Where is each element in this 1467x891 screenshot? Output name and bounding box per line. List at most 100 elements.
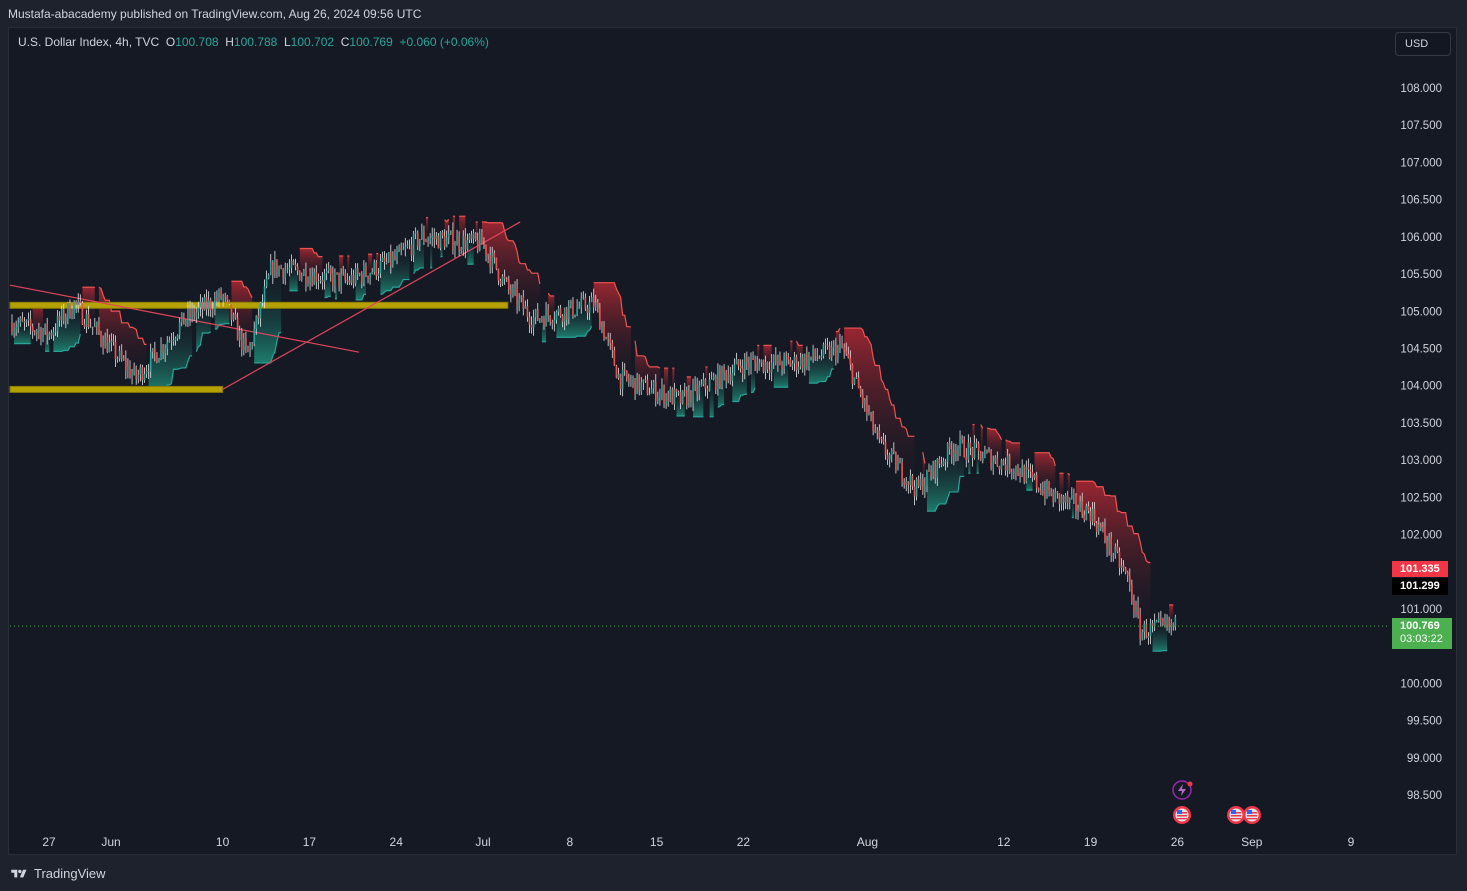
candle — [214, 291, 216, 316]
symbol-title[interactable]: U.S. Dollar Index, 4h, TVC — [18, 35, 160, 49]
candle-body — [588, 302, 591, 313]
time-tick-label: 27 — [42, 835, 56, 849]
candle — [924, 477, 926, 498]
candle — [876, 426, 879, 440]
support-zone — [9, 385, 224, 393]
candle-body — [524, 306, 527, 309]
candle-body — [621, 369, 624, 389]
flash-event-icon[interactable] — [1172, 780, 1193, 800]
us-flag-event-icon[interactable] — [1173, 806, 1191, 824]
candle-body — [203, 297, 206, 310]
bullish-cloud — [926, 438, 965, 512]
candle-body — [994, 457, 997, 462]
candle — [497, 268, 500, 286]
candle-body — [133, 366, 135, 374]
candle — [102, 335, 104, 355]
candle — [336, 272, 338, 275]
candle-body — [464, 236, 467, 250]
candle — [886, 449, 889, 465]
us-flag-event-icon[interactable] — [1243, 806, 1261, 824]
candle — [218, 288, 220, 308]
candle — [729, 367, 732, 385]
candle — [824, 338, 827, 354]
candle — [176, 334, 179, 341]
candle — [994, 455, 997, 465]
candle — [1149, 618, 1152, 645]
footer: TradingView — [10, 866, 106, 881]
candle — [799, 352, 802, 370]
candle-body — [982, 457, 984, 461]
candle-body — [1155, 620, 1158, 622]
candle — [201, 297, 204, 319]
tradingview-logo-icon[interactable] — [10, 868, 28, 880]
candle — [841, 335, 843, 349]
time-tick-label: 12 — [997, 835, 1011, 849]
candle — [129, 360, 131, 379]
bearish-cloud — [796, 341, 803, 371]
candle — [65, 313, 67, 329]
candle — [1100, 522, 1102, 531]
candle-body — [603, 325, 605, 340]
candle-body — [847, 353, 850, 358]
candle-body — [508, 279, 510, 290]
currency-button[interactable]: USD — [1395, 32, 1451, 56]
candle — [739, 359, 742, 373]
candle — [1139, 607, 1141, 646]
candle — [785, 351, 787, 366]
candle — [973, 435, 976, 460]
candle-body — [926, 469, 928, 486]
publisher-line: Mustafa-abacademy published on TradingVi… — [8, 7, 422, 21]
candle — [648, 387, 651, 396]
trend-band-line — [1005, 439, 1021, 444]
candle-body — [671, 389, 674, 405]
candle — [1155, 619, 1158, 623]
candle-body — [400, 247, 402, 250]
candle — [760, 359, 763, 367]
trend-band-line — [835, 327, 841, 333]
candle — [832, 340, 835, 356]
candle-body — [108, 342, 111, 353]
candle — [828, 341, 831, 360]
chart-frame[interactable] — [8, 27, 1457, 855]
candle-body — [712, 376, 715, 379]
candle — [390, 244, 392, 274]
candle — [1046, 479, 1048, 499]
candle-body — [214, 298, 216, 311]
candle — [247, 345, 249, 353]
trend-band-line — [717, 403, 725, 408]
candle — [638, 374, 641, 396]
candle-body — [1157, 618, 1160, 621]
candle-body — [29, 318, 32, 327]
candle — [62, 303, 65, 325]
candle — [427, 236, 429, 247]
candle-body — [102, 342, 104, 349]
candle — [127, 358, 129, 379]
candle-body — [590, 297, 593, 303]
candle — [837, 344, 839, 364]
candle — [706, 385, 709, 399]
candle-body — [410, 244, 413, 256]
us-flag-event-icon[interactable] — [1227, 806, 1245, 824]
candle — [992, 455, 994, 475]
candle — [1089, 507, 1092, 530]
candle-body — [1066, 495, 1069, 504]
candle-body — [957, 448, 959, 455]
candle — [702, 372, 705, 387]
candle — [226, 294, 229, 303]
candle-body — [611, 343, 614, 350]
candle — [166, 336, 169, 356]
candle-body — [795, 356, 798, 371]
candle — [13, 322, 15, 338]
candle — [377, 268, 380, 282]
bullish-cloud — [717, 366, 725, 408]
candle-body — [332, 273, 334, 286]
candle-body — [336, 272, 338, 274]
footer-brand[interactable]: TradingView — [34, 866, 106, 881]
candle — [510, 284, 512, 303]
candle — [313, 268, 316, 286]
candle-body — [398, 247, 400, 252]
candle — [1131, 579, 1133, 605]
candles-layer — [11, 222, 1177, 646]
candle-body — [657, 397, 659, 402]
